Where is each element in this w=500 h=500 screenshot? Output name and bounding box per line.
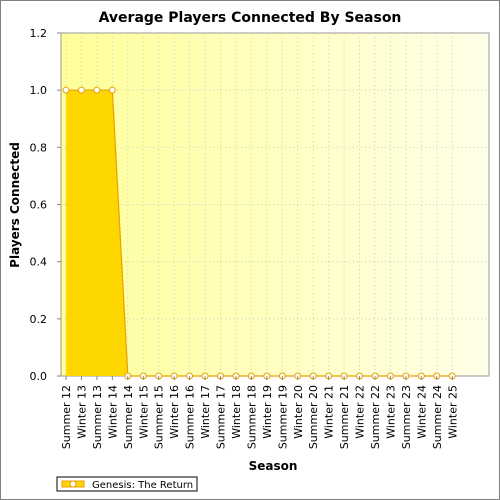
x-tick-label: Summer 18 [245,385,258,449]
data-point [77,86,85,94]
data-point [93,86,101,94]
y-tick-label: 1.0 [30,84,48,97]
y-tick-label: 0.2 [30,313,48,326]
grid-lines [61,33,489,376]
x-tick-label: Summer 24 [431,385,444,449]
legend-marker [69,480,77,488]
chart-title: Average Players Connected By Season [99,10,402,26]
x-tick-label: Summer 12 [60,385,73,449]
x-tick-label: Winter 18 [230,385,243,439]
x-tick-label: Summer 23 [400,385,413,449]
x-tick-label: Winter 14 [106,385,119,439]
x-tick-label: Summer 16 [184,385,197,449]
x-tick-label: Summer 17 [215,385,228,449]
legend-label: Genesis: The Return [92,480,193,491]
x-tick-label: Winter 16 [168,385,181,439]
y-tick-label: 0.0 [30,370,48,383]
x-tick-label: Summer 15 [153,385,166,449]
legend-box [56,476,198,492]
series-area-fill [66,90,453,377]
x-tick-label: Winter 19 [261,385,274,439]
x-tick-label: Winter 24 [415,385,428,439]
x-tick-label: Summer 20 [307,385,320,449]
x-tick-label: Winter 22 [354,385,367,439]
x-tick-label: Winter 17 [199,385,212,439]
x-tick-label: Summer 14 [122,385,135,449]
x-tick-label: Summer 13 [91,385,104,449]
x-tick-label: Winter 23 [384,385,397,439]
y-axis-ticks: 0.0 0.2 0.4 0.6 0.8 1.0 1.2 [30,27,61,383]
x-axis-ticks: Summer 12 Winter 13 Summer 13 Winter 14 Summ… [60,376,459,449]
y-tick-label: 0.4 [30,256,48,269]
y-tick-label: 1.2 [30,27,48,40]
x-axis-label: Season [249,459,298,473]
data-point [62,86,70,94]
y-axis-label: Players Connected [8,142,22,268]
x-tick-label: Winter 25 [446,385,459,439]
x-tick-label: Summer 19 [276,385,289,449]
data-point [108,86,116,94]
x-tick-label: Winter 13 [75,385,88,439]
x-tick-label: Winter 15 [137,385,150,439]
x-tick-label: Summer 22 [369,385,382,449]
x-tick-label: Summer 21 [338,385,351,449]
y-tick-label: 0.6 [30,199,48,212]
x-tick-label: Winter 20 [292,385,305,439]
y-tick-label: 0.8 [30,141,48,154]
legend: Genesis: The Return [56,476,198,492]
x-tick-label: Winter 21 [323,385,336,439]
